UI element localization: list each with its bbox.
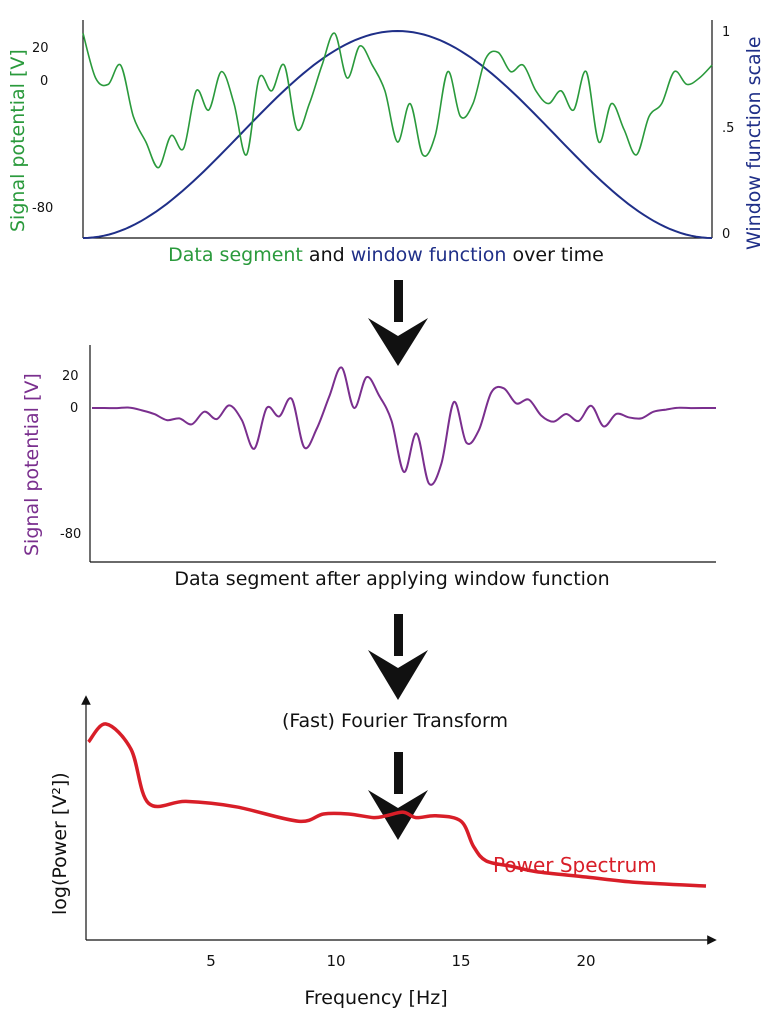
panel1-left-tick: 0 bbox=[40, 74, 48, 89]
arrow-down-icon bbox=[368, 280, 428, 366]
panel3-xtick: 5 bbox=[206, 952, 216, 970]
window-function-curve bbox=[82, 29, 713, 239]
panel3-xtick: 15 bbox=[451, 952, 470, 970]
panel3-xtick: 20 bbox=[576, 952, 595, 970]
caption-over-time: over time bbox=[506, 244, 603, 266]
caption-data-segment: Data segment bbox=[168, 244, 303, 266]
panel1-left-tick: -80 bbox=[32, 201, 53, 216]
panel1-left-tick: 20 bbox=[32, 41, 49, 56]
panel1-right-tick: .5 bbox=[722, 121, 734, 136]
panel-data-segment: 20 0 -80 1 .5 0 Signal potential [V] Win… bbox=[7, 20, 765, 266]
panel1-right-tick: 0 bbox=[722, 227, 730, 242]
panel-windowed-segment: 20 0 -80 Signal potential [V] Data segme… bbox=[21, 345, 716, 590]
panel2-tick: 20 bbox=[62, 369, 79, 384]
panel-power-spectrum: log(Power [V²]) 5 10 15 20 Frequency [Hz] P… bbox=[49, 695, 717, 1009]
panel3-ylabel: log(Power [V²]) bbox=[49, 772, 71, 915]
panel2-ylabel: Signal potential [V] bbox=[21, 373, 43, 556]
arrow-down-icon bbox=[368, 614, 428, 700]
panel2-tick: 0 bbox=[70, 401, 78, 416]
arrow-down-icon bbox=[368, 752, 428, 840]
panel1-caption: Data segment and window function over ti… bbox=[168, 244, 604, 266]
panel1-left-ylabel: Signal potential [V] bbox=[7, 49, 29, 232]
signal-curve bbox=[82, 32, 713, 169]
power-spectrum-curve bbox=[87, 722, 707, 888]
panel1-right-tick: 1 bbox=[722, 25, 730, 40]
panel2-caption: Data segment after applying window funct… bbox=[174, 568, 609, 590]
panel3-xtick: 10 bbox=[326, 952, 345, 970]
fft-label: (Fast) Fourier Transform bbox=[282, 710, 508, 732]
power-spectrum-label: Power Spectrum bbox=[493, 853, 657, 877]
panel3-xlabel: Frequency [Hz] bbox=[304, 987, 447, 1009]
panel2-tick: -80 bbox=[60, 527, 81, 542]
panel1-right-ylabel: Window function scale bbox=[743, 36, 765, 250]
windowed-signal-curve bbox=[92, 366, 716, 486]
caption-and: and bbox=[303, 244, 351, 266]
caption-window-function: window function bbox=[351, 244, 507, 266]
